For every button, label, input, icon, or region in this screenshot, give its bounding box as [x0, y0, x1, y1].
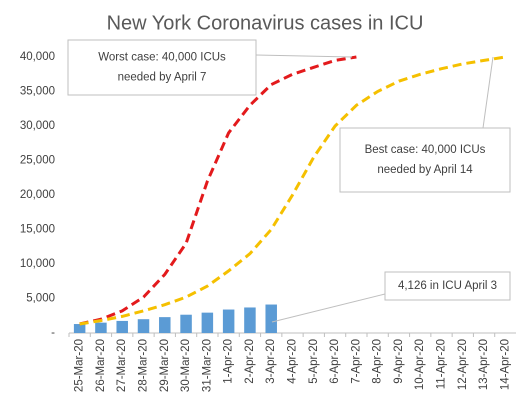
x-tick-label: 12-Apr-20: [457, 339, 469, 390]
bar: [95, 322, 107, 333]
annotation: Best case: 40,000 ICUs: [365, 144, 486, 156]
bar: [180, 314, 192, 333]
y-tick-label: 30,000: [20, 120, 55, 132]
x-tick-label: 8-Apr-20: [372, 339, 384, 384]
x-tick-label: 11-Apr-20: [436, 339, 448, 389]
x-tick-label: 7-Apr-20: [350, 339, 362, 384]
y-tick-label: 40,000: [20, 51, 55, 63]
bar: [222, 309, 235, 333]
x-tick-label: 13-Apr-20: [478, 339, 490, 390]
x-tick-label: 3-Apr-20: [265, 339, 277, 384]
x-tick-label: 4-Apr-20: [287, 339, 299, 384]
x-tick-label: 10-Apr-20: [414, 339, 426, 390]
x-tick-label: 26-Mar-20: [95, 339, 107, 392]
y-tick-label: 25,000: [20, 155, 55, 167]
x-tick-label: 30-Mar-20: [180, 339, 192, 392]
annotation: needed by April 7: [118, 72, 207, 84]
callout-box: [339, 127, 511, 193]
x-tick-label: 1-Apr-20: [223, 339, 235, 384]
bar: [73, 324, 86, 333]
bar: [116, 320, 128, 333]
x-tick-label: 6-Apr-20: [329, 339, 341, 384]
y-tick-label: 10,000: [20, 258, 55, 270]
callout-pointer: [255, 54, 353, 58]
x-tick-label: 25-Mar-20: [74, 339, 86, 392]
bar: [244, 307, 256, 333]
callout-box: [67, 39, 257, 96]
x-tick-label: 14-Apr-20: [499, 339, 511, 390]
x-tick-label: 9-Apr-20: [393, 339, 405, 384]
callout-box: [384, 271, 511, 301]
bar: [159, 317, 171, 333]
x-tick-label: 27-Mar-20: [116, 339, 128, 392]
annotation: needed by April 14: [377, 164, 473, 176]
bar: [265, 304, 277, 333]
y-tick-label: -: [51, 327, 55, 339]
y-tick-label: 5,000: [26, 293, 55, 305]
x-tick-label: 2-Apr-20: [244, 339, 256, 384]
x-tick-label: 5-Apr-20: [308, 339, 320, 384]
annotation: Worst case: 40,000 ICUs: [98, 52, 226, 64]
line-series: [79, 55, 506, 326]
callout-pointer: [482, 56, 494, 129]
x-tick-label: 28-Mar-20: [138, 339, 150, 392]
y-tick-label: 15,000: [20, 224, 55, 236]
bar: [137, 319, 150, 333]
annotation: 4,126 in ICU April 3: [398, 280, 497, 292]
chart-title: New York Coronavirus cases in ICU: [107, 12, 424, 34]
bar: [201, 312, 214, 333]
line-series: [79, 55, 357, 326]
y-tick-label: 20,000: [20, 189, 55, 201]
x-tick-label: 29-Mar-20: [159, 339, 171, 392]
callout-pointer: [271, 293, 386, 323]
y-tick-label: 35,000: [20, 86, 55, 98]
x-tick-label: 31-Mar-20: [201, 339, 213, 392]
